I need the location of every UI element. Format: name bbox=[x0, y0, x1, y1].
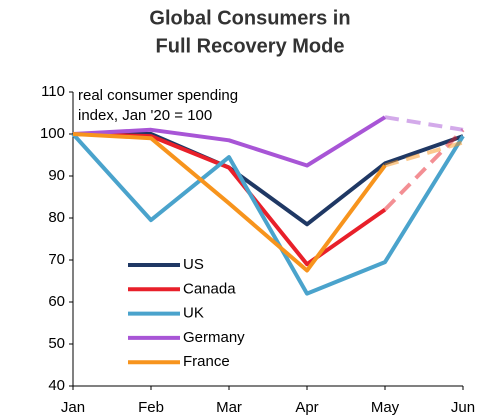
y-tick-label: 70 bbox=[48, 251, 65, 268]
x-tick-label: Jun bbox=[451, 399, 475, 416]
y-tick-label: 100 bbox=[40, 125, 65, 142]
x-tick-label: Mar bbox=[216, 399, 242, 416]
legend-label: Germany bbox=[183, 329, 245, 346]
x-tick-label: Apr bbox=[295, 399, 318, 416]
series-line-dashed bbox=[384, 115, 464, 132]
series-line bbox=[72, 132, 387, 273]
legend-label: US bbox=[183, 256, 204, 273]
series-line bbox=[73, 132, 464, 227]
series-line-dashed bbox=[384, 140, 464, 168]
legend-label: UK bbox=[183, 305, 204, 322]
y-tick-label: 40 bbox=[48, 377, 65, 394]
y-tick-label: 50 bbox=[48, 335, 65, 352]
y-tick-label: 90 bbox=[48, 167, 65, 184]
x-tick-label: Feb bbox=[138, 399, 164, 416]
y-tick-label: 60 bbox=[48, 293, 65, 310]
y-tick-label: 80 bbox=[48, 209, 65, 226]
legend-label: Canada bbox=[183, 280, 236, 297]
chart-title: Full Recovery Mode bbox=[156, 35, 345, 57]
y-tick-label: 110 bbox=[41, 83, 65, 100]
series-line bbox=[72, 115, 387, 168]
annotation: real consumer spending bbox=[78, 87, 238, 104]
series-line bbox=[71, 132, 465, 296]
x-tick-label: May bbox=[371, 399, 400, 416]
chart-title: Global Consumers in bbox=[149, 7, 350, 29]
x-tick-label: Jan bbox=[61, 399, 85, 416]
annotation: index, Jan '20 = 100 bbox=[78, 107, 212, 124]
series-line-dashed bbox=[383, 128, 465, 211]
legend-label: France bbox=[183, 353, 230, 370]
